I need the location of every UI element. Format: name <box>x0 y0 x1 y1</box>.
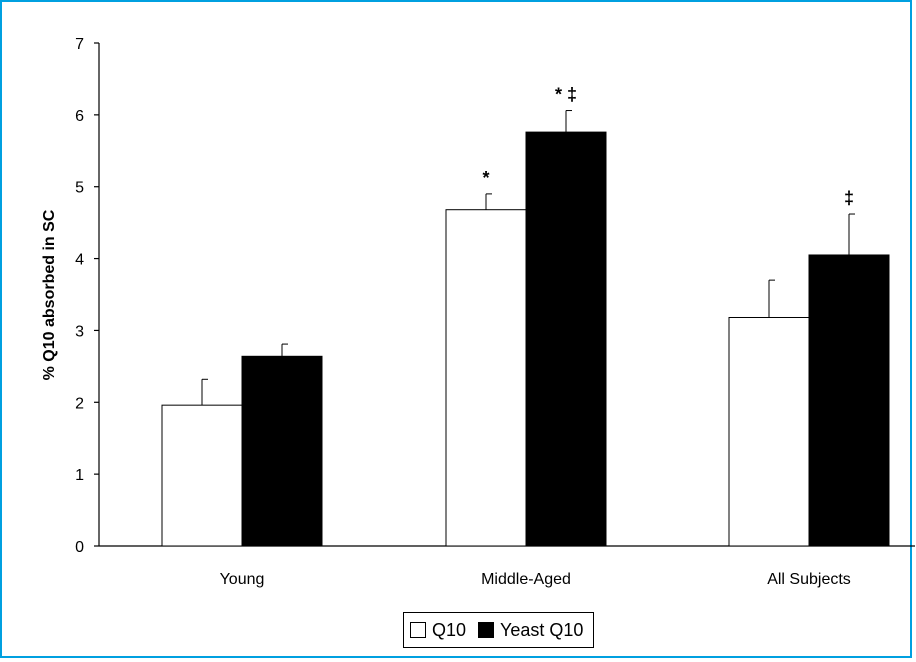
significance-marker: * <box>482 168 489 188</box>
y-axis-label: % Q10 absorbed in SC <box>41 209 58 380</box>
category-label: Middle-Aged <box>481 571 571 588</box>
y-tick-label: 7 <box>75 36 84 53</box>
legend: Q10 Yeast Q10 <box>403 612 595 648</box>
category-labels: Young Middle-Aged All Subjects <box>220 571 851 588</box>
legend-label-q10: Q10 <box>432 619 467 640</box>
bar <box>728 316 810 547</box>
bar <box>161 404 243 547</box>
category-label: All Subjects <box>767 571 851 588</box>
significance-marker: * ‡ <box>555 85 577 105</box>
y-tick-label: 6 <box>75 108 84 125</box>
legend-swatch-yeast-q10 <box>478 622 495 638</box>
bars: * * ‡ ‡ <box>161 85 890 547</box>
significance-marker: ‡ <box>844 188 854 208</box>
y-tick-label: 1 <box>75 467 84 484</box>
legend-label-yeast-q10: Yeast Q10 <box>500 619 584 640</box>
y-tick-label: 5 <box>75 180 84 197</box>
y-tick-label: 0 <box>75 539 84 556</box>
bar <box>241 355 323 547</box>
bar <box>525 131 607 547</box>
bar <box>808 254 890 547</box>
y-tick-label: 4 <box>75 252 84 269</box>
legend-swatch-q10 <box>410 622 426 638</box>
y-tick-label: 2 <box>75 395 84 412</box>
bar <box>445 209 527 547</box>
category-label: Young <box>220 571 265 588</box>
y-tick-label: 3 <box>75 323 84 340</box>
